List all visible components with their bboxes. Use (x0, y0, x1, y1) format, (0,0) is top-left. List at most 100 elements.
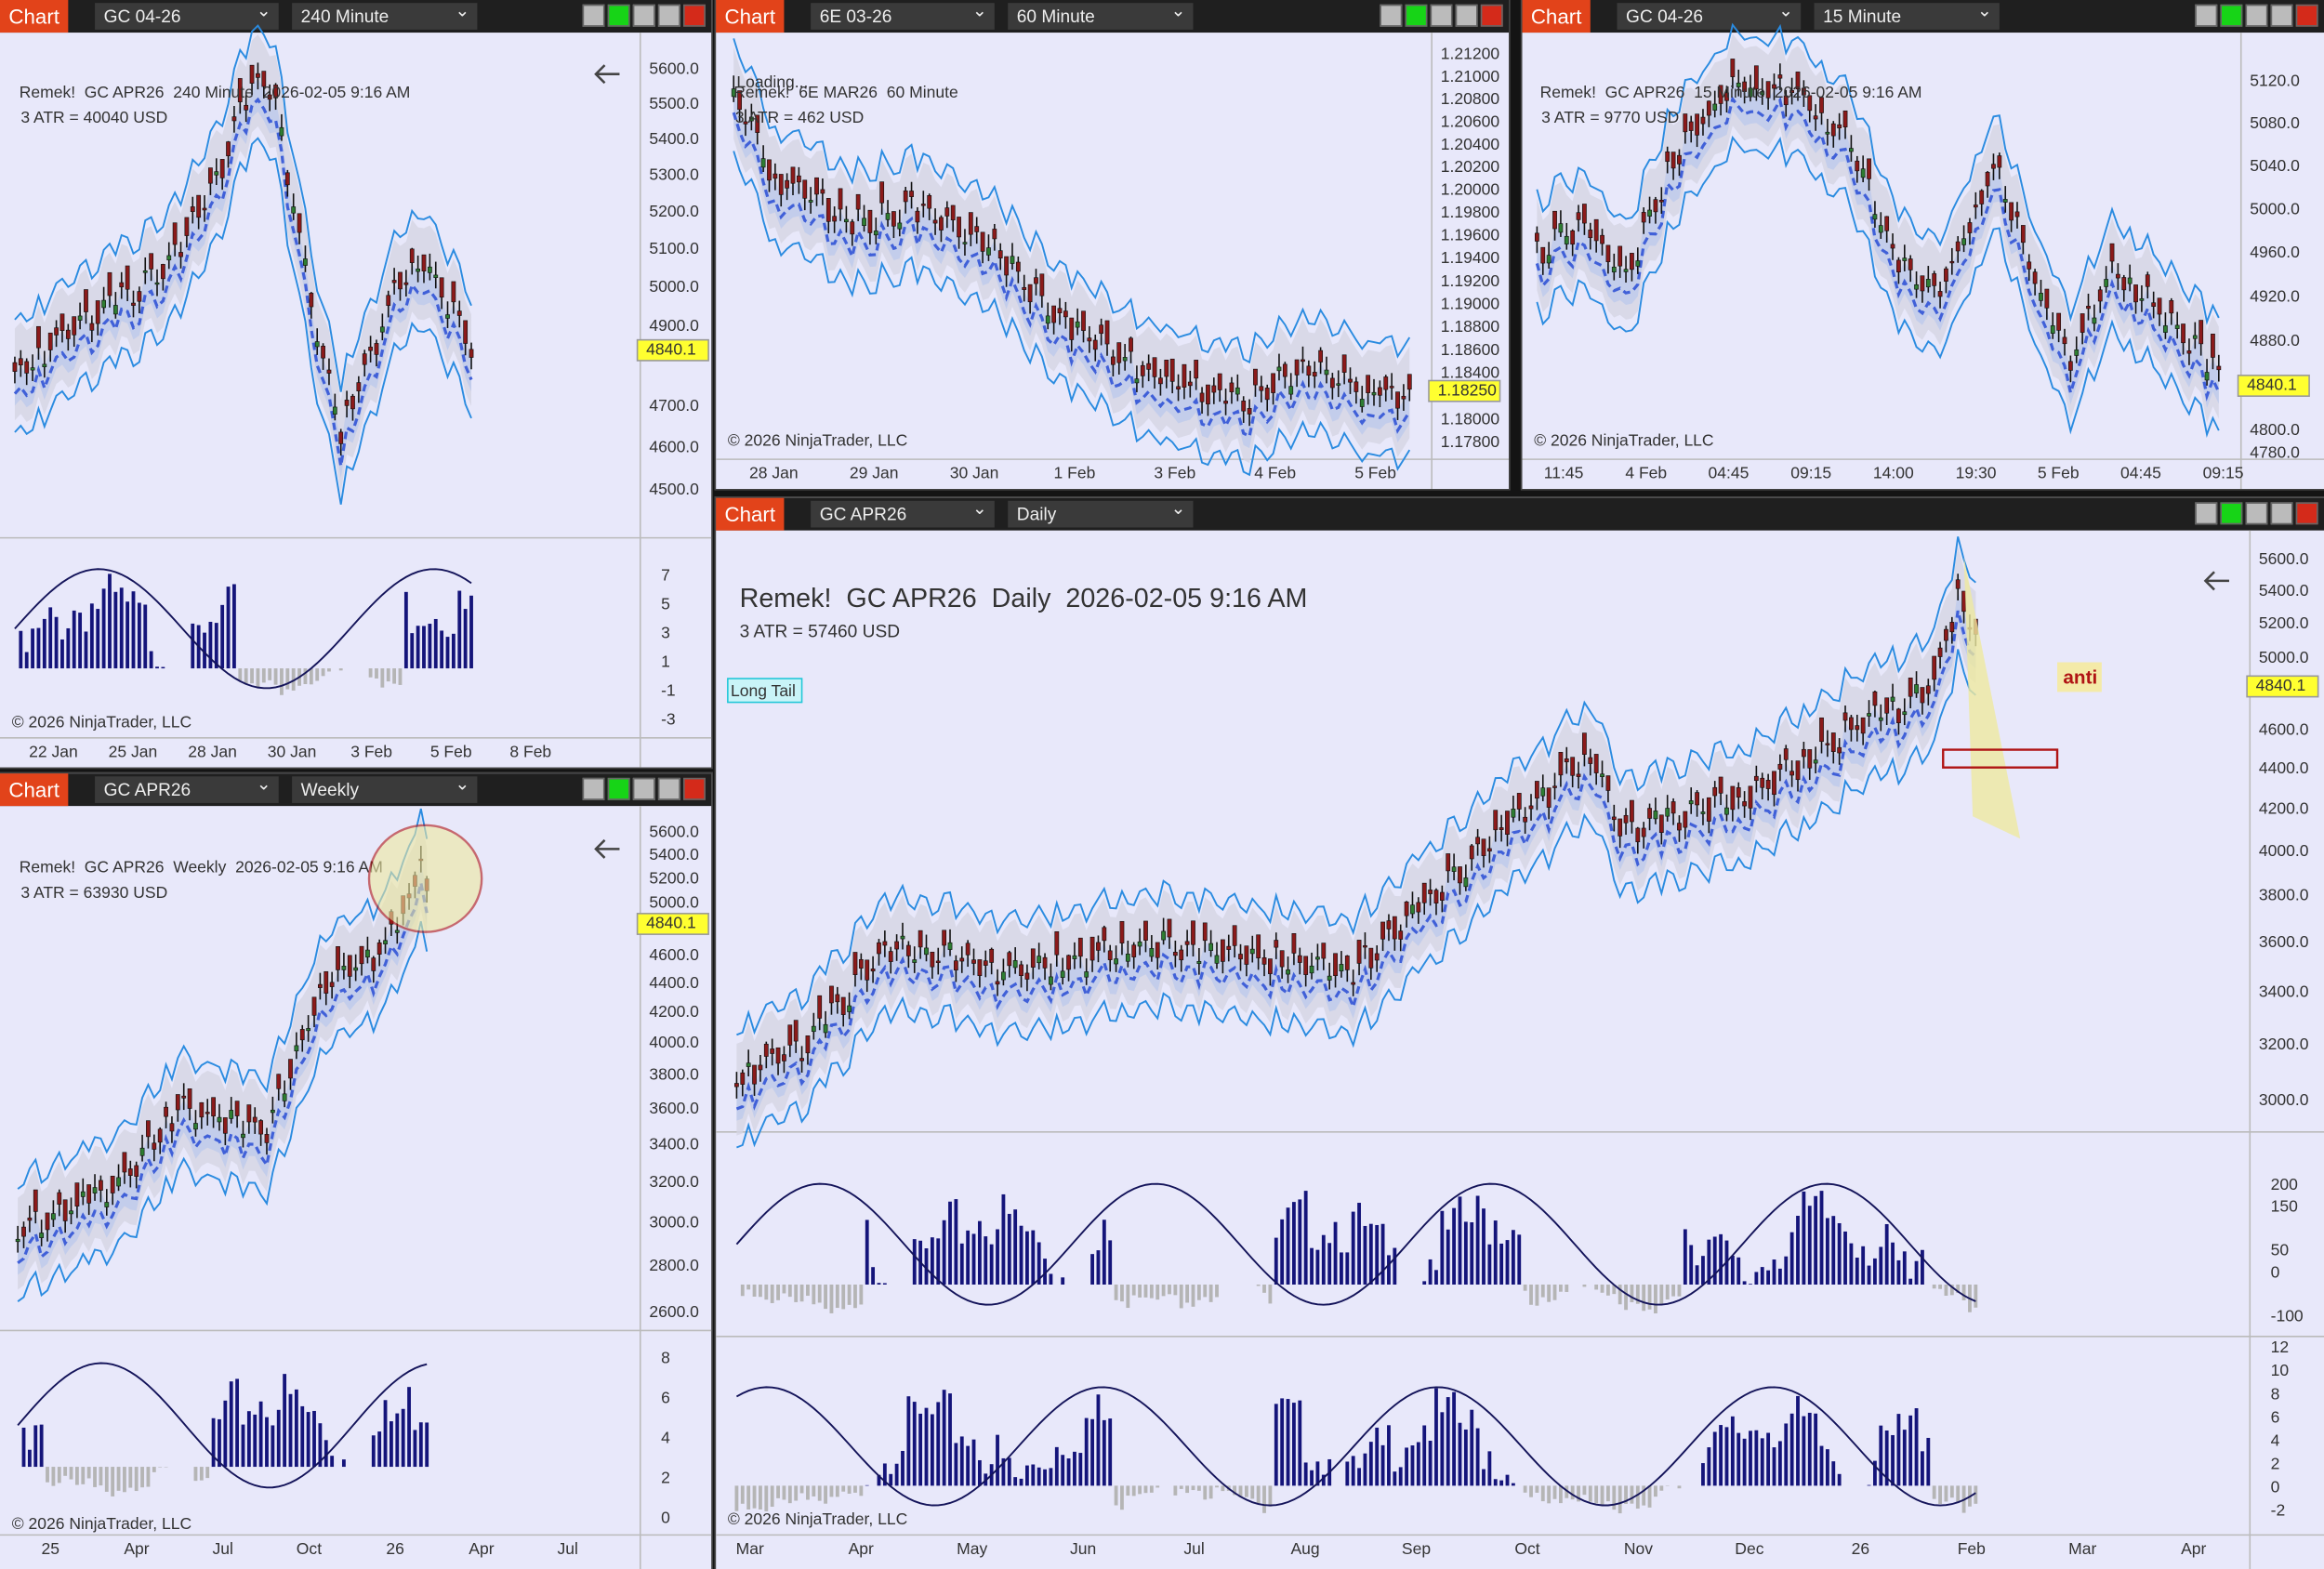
chart-tab[interactable]: Chart (1522, 0, 1591, 33)
candle-body (2020, 225, 2026, 244)
candle-body (1670, 801, 1676, 814)
indicator-bar (74, 1467, 79, 1485)
candle-body (2151, 302, 2157, 307)
candle-body (752, 1064, 757, 1085)
window-button[interactable] (657, 4, 680, 27)
indicator-bar (1712, 1431, 1717, 1486)
window-button[interactable] (582, 777, 605, 800)
price-axis-label: 3400.0 (2259, 982, 2309, 1000)
indicator-bar (140, 1467, 144, 1488)
window-button[interactable] (2195, 4, 2218, 27)
indicator-bar (977, 1220, 982, 1285)
candle-body (1706, 797, 1711, 822)
time-axis-label: Mar (2068, 1539, 2096, 1558)
window-button[interactable] (683, 4, 706, 27)
window-button[interactable] (2270, 502, 2293, 525)
candle-body (1271, 373, 1275, 393)
window-button[interactable] (2195, 502, 2218, 525)
candle-body (178, 252, 183, 257)
candle-body (1914, 283, 1919, 290)
interval-select[interactable]: 240 Minute (292, 0, 478, 30)
candle-body (1469, 845, 1474, 860)
interval-select[interactable]: 15 Minute (1814, 0, 2000, 30)
indicator-bar (1949, 1284, 1954, 1296)
indicator-bar (33, 1425, 38, 1468)
candle-body (1125, 954, 1130, 962)
upper-band (1536, 22, 2220, 325)
candle-body (1718, 776, 1723, 794)
indicator-bar (223, 1400, 228, 1468)
candle-body (57, 1192, 62, 1205)
candle-body (748, 116, 754, 122)
candle-body (1932, 273, 1937, 286)
indicator-bar (1191, 1485, 1195, 1491)
window-button[interactable] (2245, 4, 2268, 27)
window-button[interactable] (2220, 4, 2243, 27)
candle-body (403, 282, 409, 285)
window-button[interactable] (607, 777, 630, 800)
time-axis-label: 4 Feb (1254, 464, 1296, 482)
candle-body (2211, 334, 2215, 358)
candle-body (1867, 158, 1871, 179)
chart-tab[interactable]: Chart (0, 0, 69, 33)
candle-body (820, 189, 825, 194)
window-button[interactable] (2220, 502, 2243, 525)
indicator-bar (232, 584, 236, 669)
candle-body (1007, 952, 1012, 967)
window-button[interactable] (632, 4, 655, 27)
indicator-bar (1831, 1461, 1836, 1486)
window-button[interactable] (2295, 4, 2318, 27)
indicator-bar (1789, 1413, 1794, 1486)
candle-body (1238, 954, 1243, 960)
window-button[interactable] (657, 777, 680, 800)
indicator-bar (309, 668, 313, 685)
chart-tab[interactable]: Chart (716, 0, 785, 33)
indicator-bar (882, 1283, 887, 1285)
window-button[interactable] (2270, 4, 2293, 27)
candle-body (2127, 277, 2133, 284)
candle-body (1134, 378, 1140, 384)
indicator-axis-label: 6 (2271, 1407, 2280, 1426)
window-button[interactable] (2245, 502, 2268, 525)
time-axis-label: 28 Jan (749, 464, 799, 482)
instrument-select[interactable]: GC 04-26 (95, 0, 279, 30)
window-button[interactable] (582, 4, 605, 27)
candle-body (1546, 255, 1552, 264)
indicator-bar (1736, 1432, 1741, 1486)
instrument-select[interactable]: 6E 03-26 (811, 0, 995, 30)
candle-body (1516, 793, 1522, 810)
indicator-bar (89, 603, 94, 669)
candle-body (1102, 927, 1107, 942)
indicator-bar (300, 1405, 305, 1468)
indicator-bar (24, 652, 29, 669)
indicator-bar (108, 574, 112, 669)
instrument-select[interactable]: GC APR26 (811, 498, 995, 528)
window-button[interactable] (1405, 4, 1428, 27)
window-button[interactable] (1455, 4, 1478, 27)
window-button[interactable] (632, 777, 655, 800)
candle-body (924, 947, 929, 956)
indicator-bar (1303, 1462, 1308, 1486)
instrument-select[interactable]: GC 04-26 (1617, 0, 1802, 30)
candle-body (1220, 939, 1225, 962)
window-button[interactable] (1480, 4, 1503, 27)
instrument-select[interactable]: GC APR26 (95, 773, 279, 803)
window-button[interactable] (1430, 4, 1453, 27)
indicator-bar (1256, 1284, 1261, 1286)
interval-select[interactable]: Weekly (292, 773, 478, 803)
interval-select[interactable]: Daily (1008, 498, 1194, 528)
window-button[interactable] (683, 777, 706, 800)
window-button[interactable] (607, 4, 630, 27)
candle-body (45, 1212, 50, 1231)
chart-tab[interactable]: Chart (0, 773, 69, 807)
time-axis-label: Apr (849, 1539, 874, 1558)
window-button[interactable] (2295, 502, 2318, 525)
candle-body (1306, 365, 1312, 376)
indicator-bar (1475, 1195, 1480, 1285)
indicator-bar (847, 1284, 852, 1305)
candle-body (927, 195, 932, 209)
interval-select[interactable]: 60 Minute (1008, 0, 1194, 30)
window-button[interactable] (1380, 4, 1403, 27)
candle-body (1949, 622, 1955, 633)
chart-tab[interactable]: Chart (716, 497, 785, 531)
